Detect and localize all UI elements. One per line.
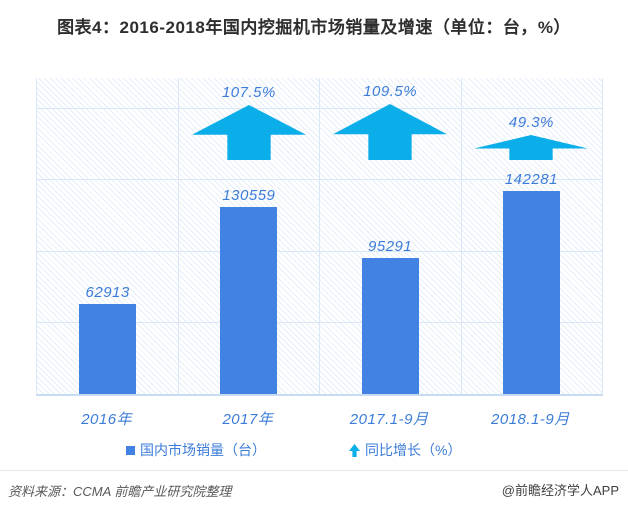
legend: 国内市场销量（台） 同比增长（%） (0, 440, 628, 460)
vertical-gridline (461, 78, 462, 394)
vertical-gridline (178, 78, 179, 394)
plot-area: 62913 130559 107.5% 95291 109.5% 142281 49.3% (36, 78, 603, 396)
vertical-gridline (319, 78, 320, 394)
legend-growth-label: 同比增长（%） (365, 442, 462, 458)
growth-up-arrow-icon (333, 104, 447, 160)
watermark-text: @前瞻经济学人APP (501, 483, 619, 498)
sales-bar (220, 207, 277, 394)
footer-divider (0, 470, 628, 471)
legend-item-sales: 国内市场销量（台） (126, 440, 266, 460)
growth-value-label: 107.5% (221, 84, 276, 101)
sales-bar (79, 304, 136, 394)
bar-value-label: 142281 (504, 171, 558, 188)
axis-category-label: 2018.1-9月 (491, 411, 570, 428)
x-axis-labels: 2016年 2017年 2017.1-9月 2018.1-9月 (0, 408, 628, 428)
sales-bar (362, 258, 419, 394)
bar-value-label: 95291 (368, 238, 413, 255)
growth-up-arrow-icon (192, 105, 306, 160)
legend-sales-label: 国内市场销量（台） (140, 442, 266, 458)
source-text: 资料来源：CCMA 前瞻产业研究院整理 (8, 484, 232, 499)
bar-value-label: 130559 (222, 187, 276, 204)
growth-legend-arrow-icon (349, 443, 360, 457)
growth-value-label: 49.3% (508, 114, 554, 131)
sales-legend-square-icon (126, 445, 135, 455)
growth-up-arrow-icon (474, 135, 588, 160)
bar-value-label: 62913 (85, 284, 130, 301)
chart-title: 图表4：2016-2018年国内挖掘机市场销量及增速（单位：台，%） (57, 18, 571, 37)
growth-value-label: 109.5% (363, 83, 418, 100)
legend-item-growth: 同比增长（%） (349, 440, 461, 460)
axis-category-label: 2016年 (81, 411, 133, 428)
axis-category-label: 2017.1-9月 (349, 411, 429, 428)
axis-category-label: 2017年 (222, 411, 274, 428)
sales-bar (503, 191, 560, 394)
